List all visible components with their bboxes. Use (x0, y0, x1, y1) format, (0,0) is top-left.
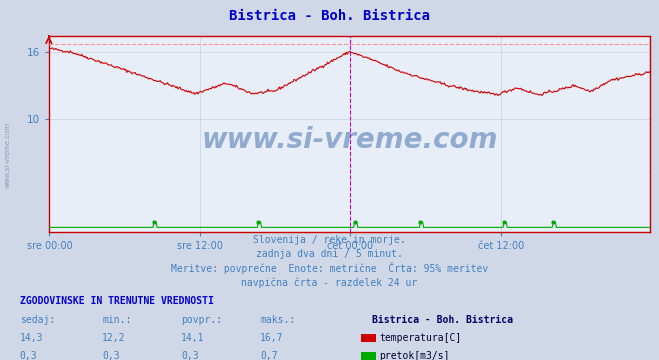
Text: 16,7: 16,7 (260, 333, 284, 343)
Text: pretok[m3/s]: pretok[m3/s] (379, 351, 449, 360)
Text: zadnja dva dni / 5 minut.: zadnja dva dni / 5 minut. (256, 249, 403, 260)
Text: ZGODOVINSKE IN TRENUTNE VREDNOSTI: ZGODOVINSKE IN TRENUTNE VREDNOSTI (20, 296, 214, 306)
Text: 14,1: 14,1 (181, 333, 205, 343)
Text: navpična črta - razdelek 24 ur: navpična črta - razdelek 24 ur (241, 278, 418, 288)
Text: maks.:: maks.: (260, 315, 295, 325)
Text: 12,2: 12,2 (102, 333, 126, 343)
Text: sedaj:: sedaj: (20, 315, 55, 325)
Text: povpr.:: povpr.: (181, 315, 222, 325)
Text: min.:: min.: (102, 315, 132, 325)
Text: temperatura[C]: temperatura[C] (379, 333, 461, 343)
Text: Bistrica - Boh. Bistrica: Bistrica - Boh. Bistrica (229, 9, 430, 23)
Text: 0,7: 0,7 (260, 351, 278, 360)
Text: Bistrica - Boh. Bistrica: Bistrica - Boh. Bistrica (372, 315, 513, 325)
Text: 0,3: 0,3 (20, 351, 38, 360)
Text: 0,3: 0,3 (102, 351, 120, 360)
Text: Slovenija / reke in morje.: Slovenija / reke in morje. (253, 235, 406, 245)
Text: 14,3: 14,3 (20, 333, 43, 343)
Text: www.si-vreme.com: www.si-vreme.com (202, 126, 498, 154)
Text: www.si-vreme.com: www.si-vreme.com (5, 122, 11, 188)
Text: Meritve: povprečne  Enote: metrične  Črta: 95% meritev: Meritve: povprečne Enote: metrične Črta:… (171, 262, 488, 274)
Text: 0,3: 0,3 (181, 351, 199, 360)
